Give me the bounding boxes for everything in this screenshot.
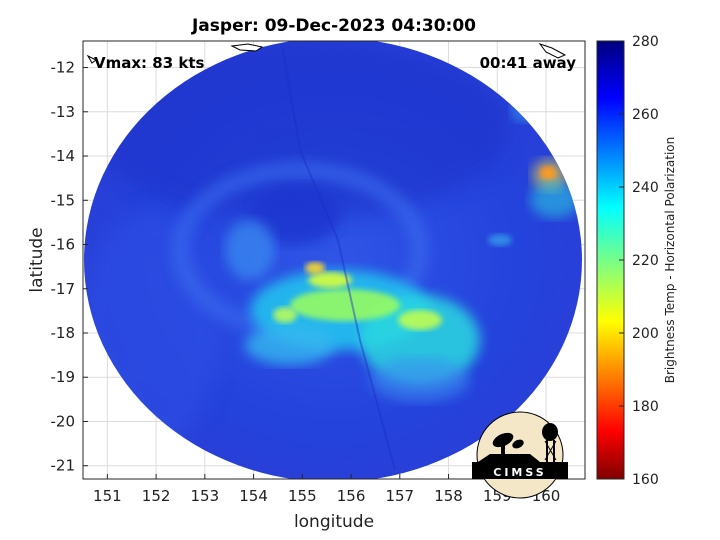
y-tick-label: -14: [51, 147, 76, 165]
x-tick-label: 154: [239, 487, 268, 505]
y-tick-label: -12: [51, 59, 76, 77]
colorbar-tick-label: 180: [632, 399, 659, 415]
x-tick-label: 156: [337, 487, 366, 505]
x-tick-label: 157: [385, 487, 414, 505]
y-tick-label: -20: [51, 412, 76, 430]
vmax-annotation: Vmax: 83 kts: [94, 54, 204, 72]
x-tick-label: 153: [191, 487, 220, 505]
y-tick-label: -13: [51, 103, 76, 121]
colorbar-label: Brightness Temp - Horizontal Polarizatio…: [663, 137, 677, 384]
axes-frame: [82, 40, 586, 480]
y-tick-label: -21: [51, 457, 76, 475]
y-tick-label: -17: [51, 280, 76, 298]
colorbar: 280 260 240 220 200 180 160 Brightness Temp - …: [596, 34, 677, 488]
y-tick-label: -18: [51, 324, 76, 342]
colorbar-tick-label: 280: [632, 34, 659, 50]
colorbar-ticks: 280 260 240 220 200 180 160: [619, 34, 659, 488]
colorbar-tick-label: 160: [632, 472, 659, 488]
y-tick-label: -16: [51, 236, 76, 254]
colorbar-tick-label: 260: [632, 107, 659, 123]
x-tick-label: 152: [142, 487, 171, 505]
x-tick-label: 158: [434, 487, 463, 505]
y-axis-ticks: -12 -13 -14 -15 -16 -17 -18 -19 -20 -21: [51, 59, 88, 475]
microwave-swath-image: [84, 41, 582, 479]
chart-title: Jasper: 09-Dec-2023 04:30:00: [191, 16, 476, 36]
y-tick-label: -19: [51, 368, 76, 386]
cimss-logo: CIMSS: [472, 411, 568, 499]
cimss-logo-text: CIMSS: [493, 466, 546, 479]
time-away-annotation: 00:41 away: [480, 54, 577, 72]
colorbar-tick-label: 220: [632, 253, 659, 269]
y-axis-label: latitude: [27, 227, 47, 292]
colorbar-tick-label: 240: [632, 180, 659, 196]
y-tick-label: -15: [51, 191, 76, 209]
x-tick-label: 151: [93, 487, 122, 505]
coastline-islands: [86, 43, 567, 64]
x-tick-label: 155: [288, 487, 317, 505]
x-axis-label: longitude: [294, 512, 374, 532]
colorbar-tick-label: 200: [632, 326, 659, 342]
